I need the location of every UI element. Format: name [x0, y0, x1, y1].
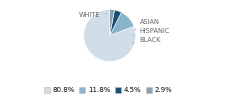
Wedge shape	[110, 10, 121, 36]
Wedge shape	[110, 12, 134, 36]
Text: ASIAN: ASIAN	[135, 19, 160, 30]
Wedge shape	[84, 10, 136, 62]
Text: HISPANIC: HISPANIC	[133, 28, 170, 36]
Wedge shape	[110, 10, 114, 36]
Text: BLACK: BLACK	[133, 37, 161, 43]
Text: WHITE: WHITE	[79, 12, 106, 18]
Legend: 80.8%, 11.8%, 4.5%, 2.9%: 80.8%, 11.8%, 4.5%, 2.9%	[41, 84, 175, 96]
